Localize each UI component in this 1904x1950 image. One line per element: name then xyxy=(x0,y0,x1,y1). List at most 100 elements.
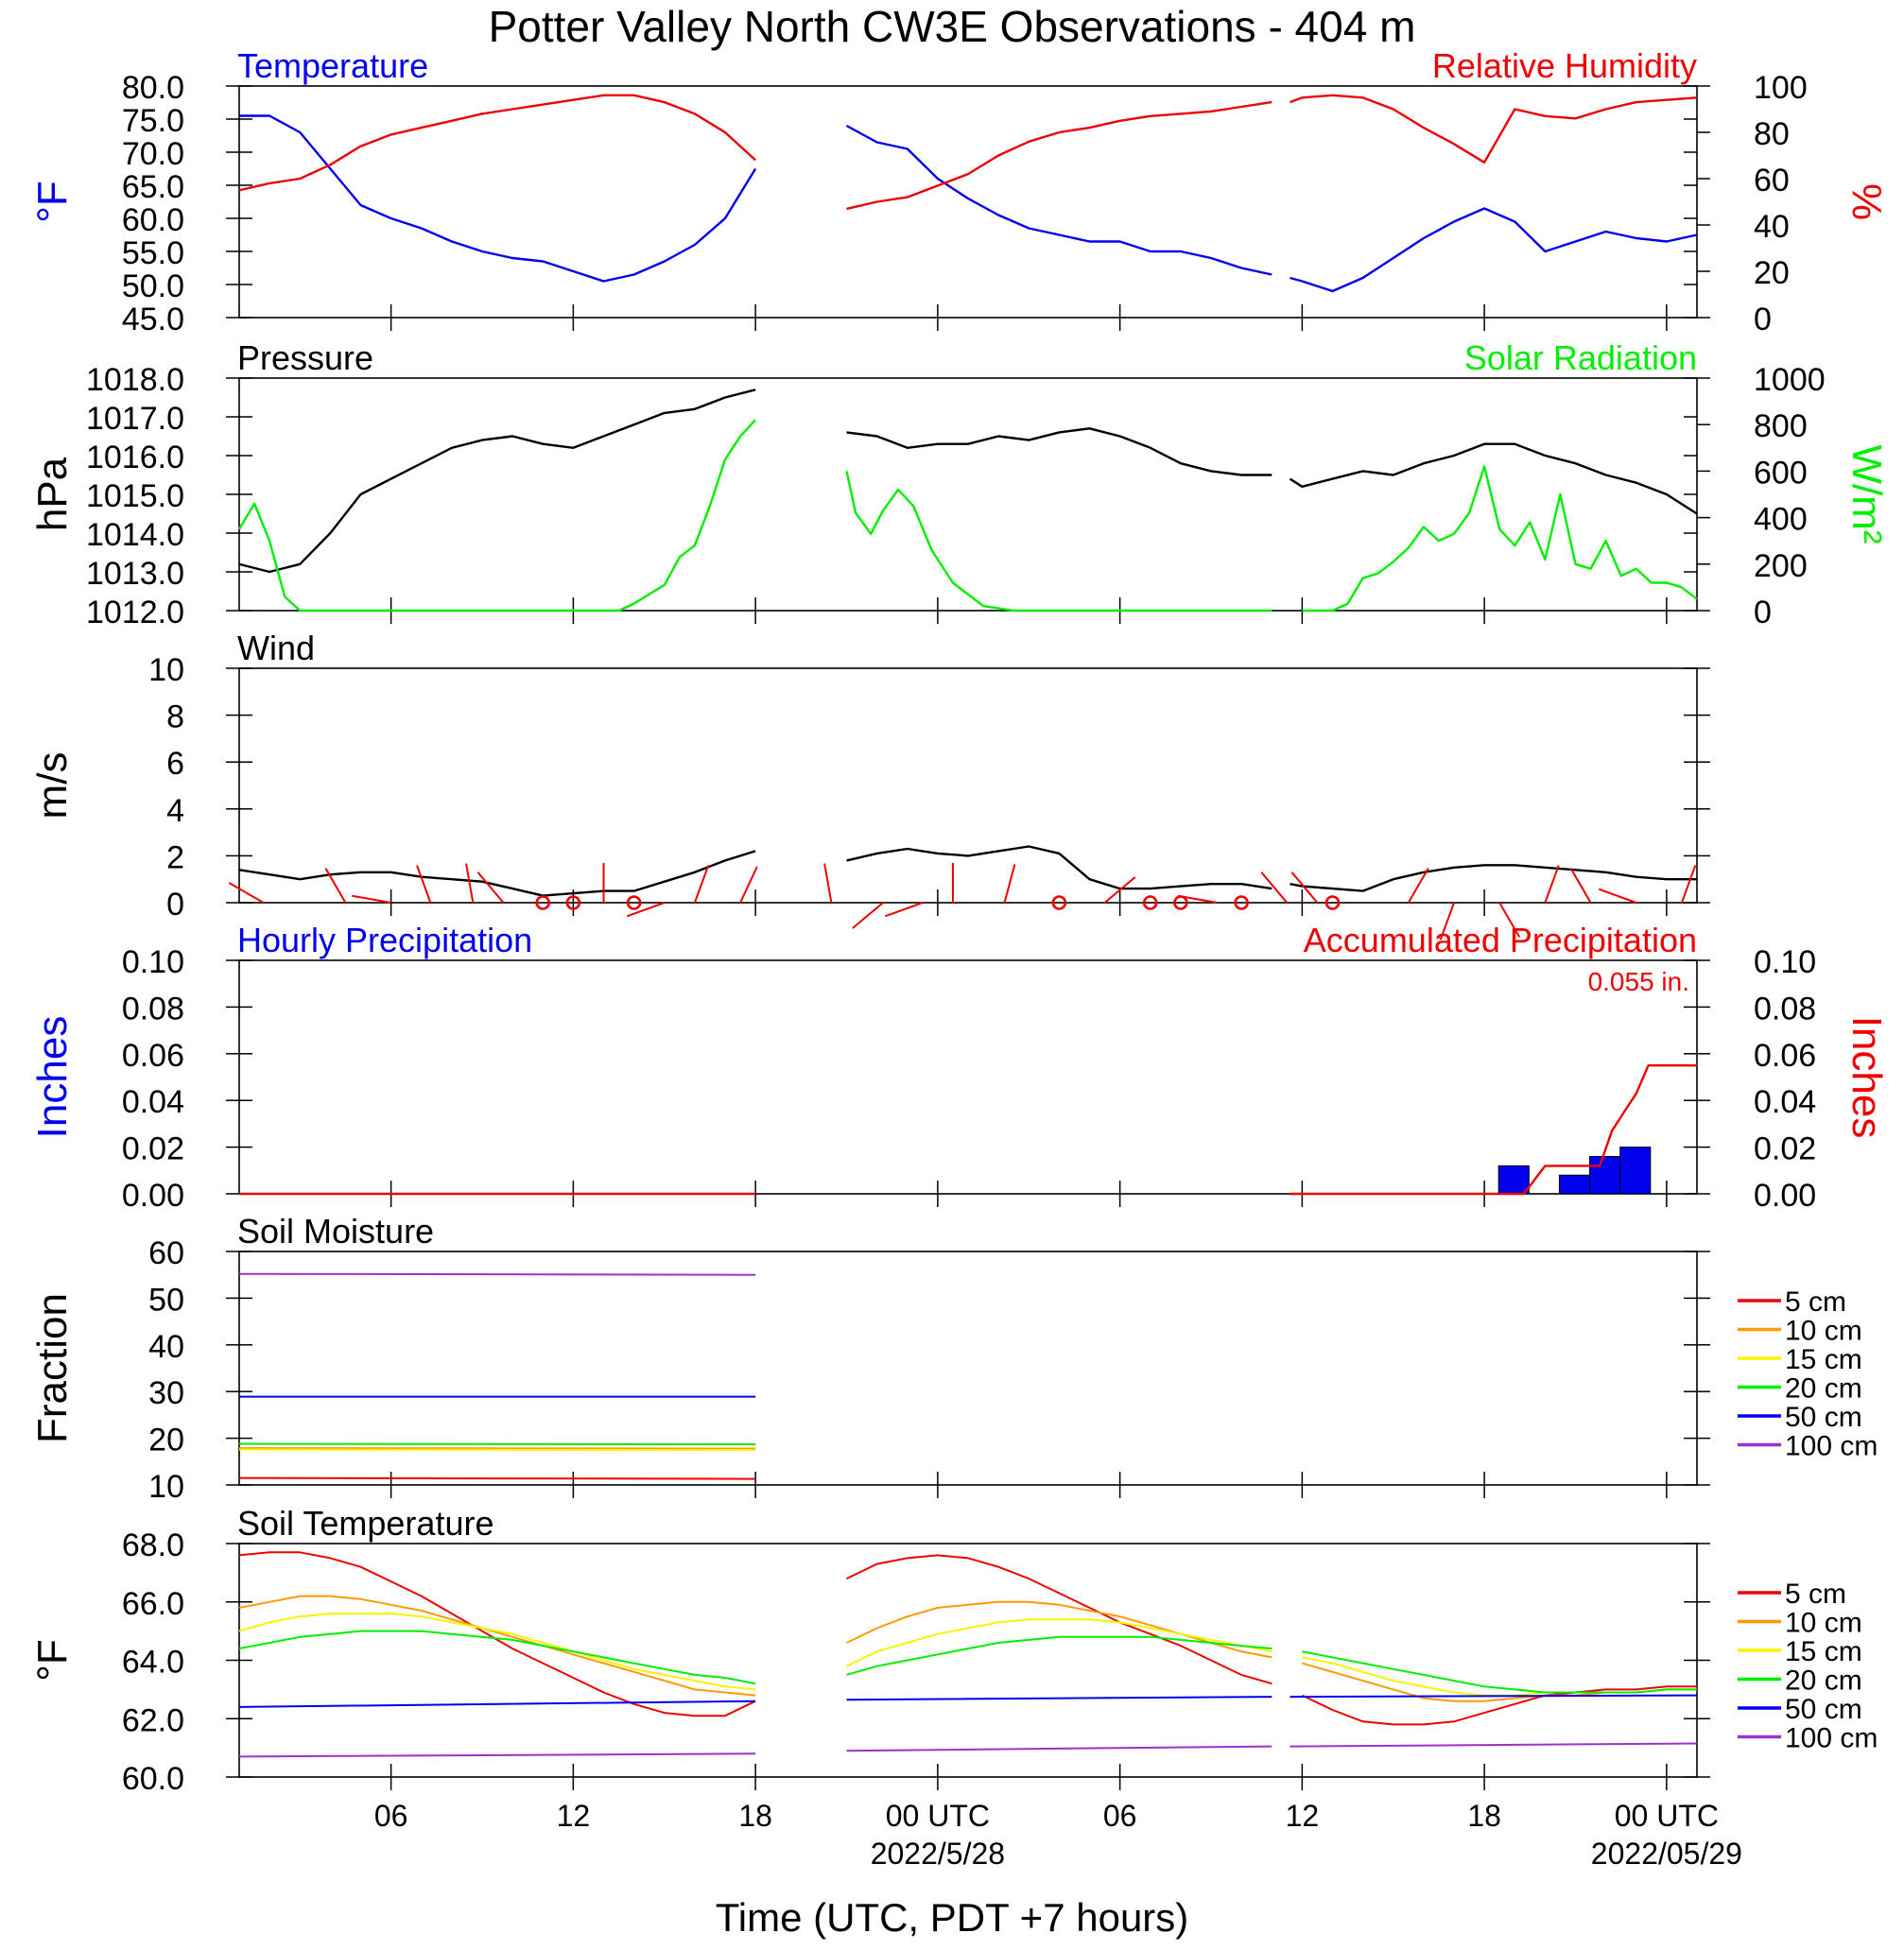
series-line xyxy=(237,419,1698,613)
y-tick-label-right: 80 xyxy=(1754,116,1790,152)
wind-barb xyxy=(852,902,884,929)
wind-barb xyxy=(465,863,475,904)
y-tick-label-right: 0.06 xyxy=(1754,1038,1816,1074)
y-tick-label-right: 0.02 xyxy=(1754,1131,1816,1167)
legend-label: 10 cm xyxy=(1785,1316,1862,1347)
y-tick-label-left: 0.08 xyxy=(122,991,184,1027)
legend-label: 100 cm xyxy=(1785,1431,1878,1462)
y-tick-label-left: 10 xyxy=(148,1469,184,1505)
wind-barb xyxy=(1260,871,1289,904)
y-tick-label-left: 75.0 xyxy=(122,103,184,139)
y-tick-label-right: 0 xyxy=(1754,595,1772,630)
legend-label: 50 cm xyxy=(1785,1402,1862,1433)
y-axis-label-left: °F xyxy=(29,181,76,222)
wind-barb xyxy=(324,868,347,904)
x-axis-label: Time (UTC, PDT +7 hours) xyxy=(716,1895,1189,1940)
y-tick-label-right: 60 xyxy=(1754,163,1790,198)
y-axis-label-left: Fraction xyxy=(29,1293,76,1443)
x-tick-label: 18 xyxy=(738,1799,772,1833)
plot-frame xyxy=(238,959,1698,1195)
series-line xyxy=(238,1551,1697,1726)
precip-bar xyxy=(1589,1155,1621,1195)
y-axis-label-left: Inches xyxy=(29,1016,76,1139)
wind-barb-calm xyxy=(1051,895,1067,910)
legend-label: 15 cm xyxy=(1785,1636,1862,1667)
precip-bar xyxy=(1619,1147,1652,1195)
y-tick-label-left: 60.0 xyxy=(122,1761,184,1797)
x-date-label: 2022/05/29 xyxy=(1591,1837,1742,1871)
plot-frame xyxy=(238,377,1698,612)
y-tick-label-left: 10 xyxy=(148,652,184,688)
wind-barb xyxy=(1544,865,1560,904)
panel-title-left: Soil Moisture xyxy=(237,1212,434,1251)
plot-frame xyxy=(238,85,1698,319)
wind-barb xyxy=(1177,894,1218,904)
plot-frame xyxy=(238,1543,1698,1778)
panel-title-left: Temperature xyxy=(237,46,428,85)
precip-bar xyxy=(1497,1165,1530,1195)
series-line xyxy=(238,94,1698,211)
series-line xyxy=(239,1274,1697,1277)
y-tick-label-left: 1018.0 xyxy=(86,362,184,398)
y-tick-label-right: 100 xyxy=(1754,70,1808,106)
y-tick-label-right: 1000 xyxy=(1754,362,1826,398)
wind-barb xyxy=(626,902,666,918)
y-tick-label-right: 600 xyxy=(1754,455,1808,491)
x-tick-label: 06 xyxy=(374,1799,408,1833)
y-tick-label-left: 55.0 xyxy=(122,235,184,271)
y-tick-label-left: 62.0 xyxy=(122,1702,184,1738)
y-tick-label-left: 1013.0 xyxy=(86,556,184,592)
wind-barb xyxy=(1439,902,1455,940)
y-tick-label-left: 68.0 xyxy=(122,1527,184,1563)
y-tick-label-left: 0 xyxy=(166,887,184,923)
panel-title-left: Pressure xyxy=(237,338,373,377)
wind-barb-calm xyxy=(1324,895,1341,910)
x-tick-label: 00 UTC xyxy=(1615,1799,1719,1833)
y-axis-label-left: hPa xyxy=(29,457,76,531)
y-tick-label-left: 1015.0 xyxy=(86,478,184,514)
wind-barb xyxy=(1003,864,1016,904)
wind-barb-calm xyxy=(1142,895,1158,910)
series-line xyxy=(238,1613,1697,1697)
series-line xyxy=(239,1064,1697,1196)
y-tick-label-right: 0 xyxy=(1754,302,1772,337)
legend-label: 20 cm xyxy=(1785,1373,1862,1405)
y-tick-label-left: 45.0 xyxy=(122,302,184,337)
plot-frame xyxy=(238,667,1698,904)
y-tick-label-left: 80.0 xyxy=(122,70,184,106)
wind-barb xyxy=(1569,868,1592,904)
precip-bar xyxy=(1558,1174,1591,1195)
y-tick-label-right: 0.00 xyxy=(1754,1178,1816,1214)
panel-title-right: Solar Radiation xyxy=(1464,338,1697,377)
plot-frame xyxy=(238,1251,1698,1486)
y-axis-label-left: °F xyxy=(29,1639,76,1681)
series-line xyxy=(239,1444,1697,1445)
series-line xyxy=(238,388,1698,574)
legend-label: 15 cm xyxy=(1785,1344,1862,1375)
wind-barb xyxy=(1103,876,1136,904)
series-line xyxy=(238,1630,1697,1694)
y-axis-label-left: m/s xyxy=(29,752,76,820)
y-tick-label-right: 0.10 xyxy=(1754,944,1816,980)
legend-label: 5 cm xyxy=(1785,1579,1846,1610)
y-tick-label-right: 0.08 xyxy=(1754,991,1816,1027)
y-tick-label-left: 60.0 xyxy=(122,202,184,238)
series-line xyxy=(238,845,1697,897)
y-axis-label-right: % xyxy=(1843,183,1890,220)
x-tick-label: 12 xyxy=(557,1799,591,1833)
wind-barb-calm xyxy=(626,895,642,910)
y-tick-label-left: 0.10 xyxy=(122,944,184,980)
y-tick-label-left: 2 xyxy=(166,839,184,875)
legend-label: 10 cm xyxy=(1785,1608,1862,1639)
panel-title-left: Wind xyxy=(237,629,315,667)
wind-barb xyxy=(1498,902,1521,938)
series-line xyxy=(239,1478,1697,1480)
y-tick-label-right: 800 xyxy=(1754,408,1808,444)
y-tick-label-left: 1016.0 xyxy=(86,440,184,475)
wind-barb xyxy=(1680,865,1697,904)
y-axis-label-right: W/m² xyxy=(1843,444,1890,544)
legend-label: 5 cm xyxy=(1785,1286,1846,1318)
panel-title-right: Relative Humidity xyxy=(1432,46,1697,85)
